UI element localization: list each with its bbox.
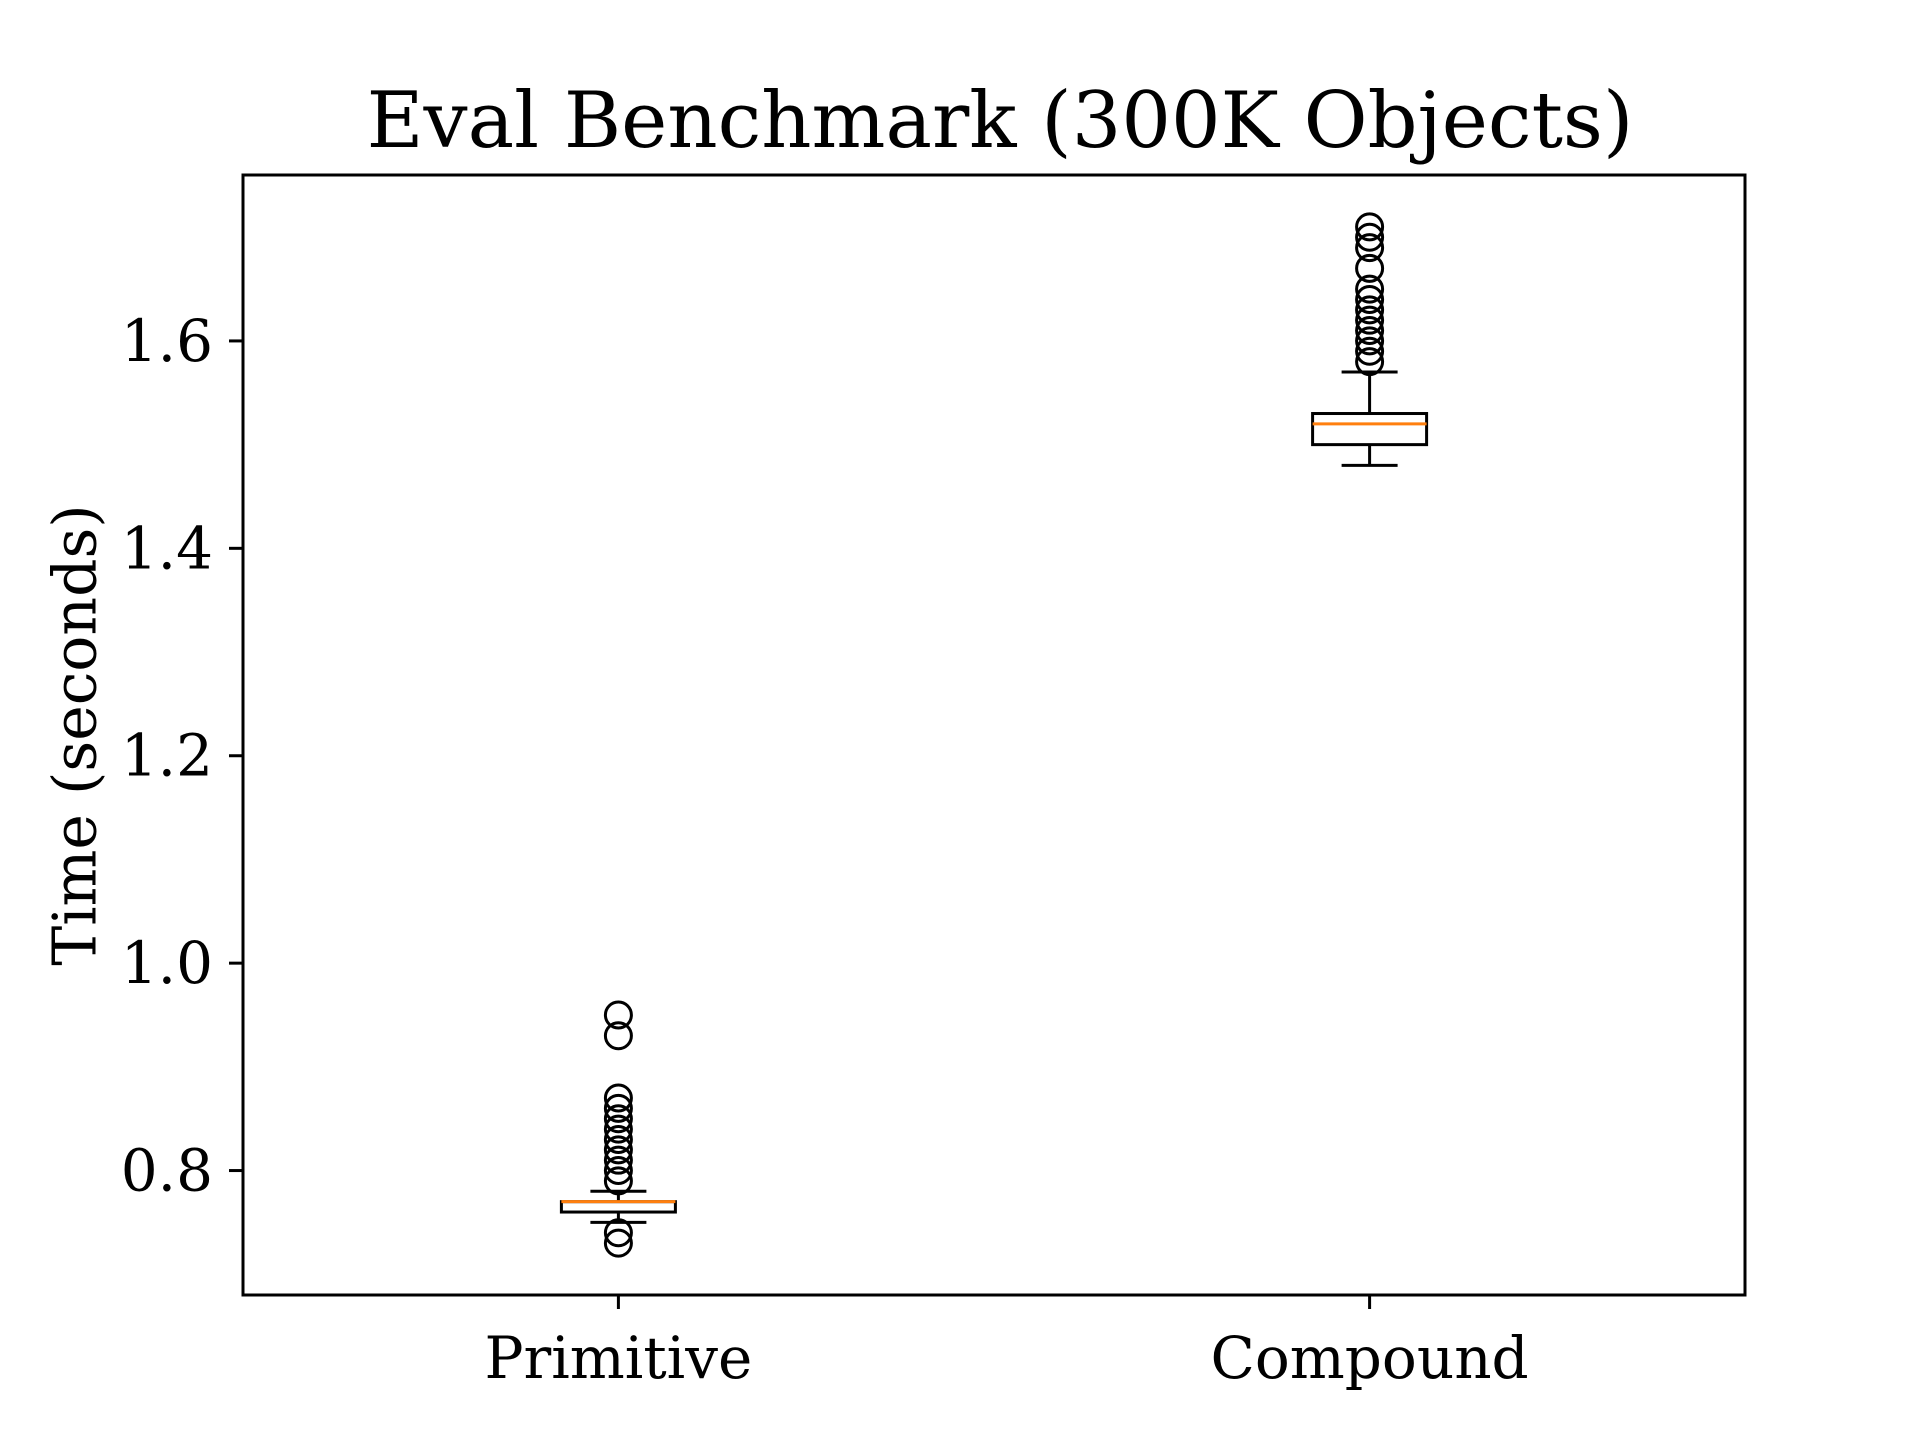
x-tick-label: Primitive	[485, 1324, 753, 1392]
outlier-point	[603, 1124, 633, 1154]
outlier-point	[603, 1218, 633, 1248]
outlier-point	[603, 1000, 633, 1030]
outlier-point	[1355, 222, 1385, 252]
outlier-point	[1355, 336, 1385, 366]
outlier-point	[603, 1021, 633, 1051]
box-group-primitive	[559, 1000, 677, 1258]
box-group-compound	[1311, 212, 1429, 467]
axes: 0.8 1.0 1.2 1.4 1.6 Primitive Compound	[121, 173, 1747, 1392]
outlier-point	[1355, 295, 1385, 325]
outlier-point	[1355, 284, 1385, 314]
y-tick-label: 1.2	[121, 722, 213, 790]
outlier-point	[1355, 274, 1385, 304]
plot-area	[559, 212, 1429, 1258]
y-axis-label: Time (seconds)	[41, 504, 111, 965]
box	[1311, 412, 1429, 447]
outlier-point	[1355, 347, 1385, 377]
outlier-point	[603, 1156, 633, 1186]
outlier-point	[603, 1228, 633, 1258]
outlier-point	[603, 1166, 633, 1196]
box	[559, 1200, 677, 1214]
y-tick-label: 0.8	[121, 1137, 213, 1205]
y-tick-label: 1.6	[121, 307, 213, 375]
outlier-point	[603, 1104, 633, 1134]
outlier-point	[603, 1135, 633, 1165]
y-tick-label: 1.0	[121, 929, 213, 997]
x-tick-label: Compound	[1211, 1324, 1529, 1392]
chart-title: Eval Benchmark (300K Objects)	[367, 76, 1634, 166]
outlier-point	[1355, 233, 1385, 263]
outlier-point	[1355, 316, 1385, 346]
outlier-point	[1355, 305, 1385, 335]
outlier-point	[603, 1114, 633, 1144]
outlier-point	[1355, 326, 1385, 356]
outlier-point	[603, 1083, 633, 1113]
outlier-point	[1355, 253, 1385, 283]
y-tick-label: 1.4	[121, 514, 213, 582]
outlier-point	[603, 1093, 633, 1123]
plot-frame	[241, 173, 1747, 1297]
outlier-point	[1355, 212, 1385, 242]
outlier-point	[603, 1145, 633, 1175]
